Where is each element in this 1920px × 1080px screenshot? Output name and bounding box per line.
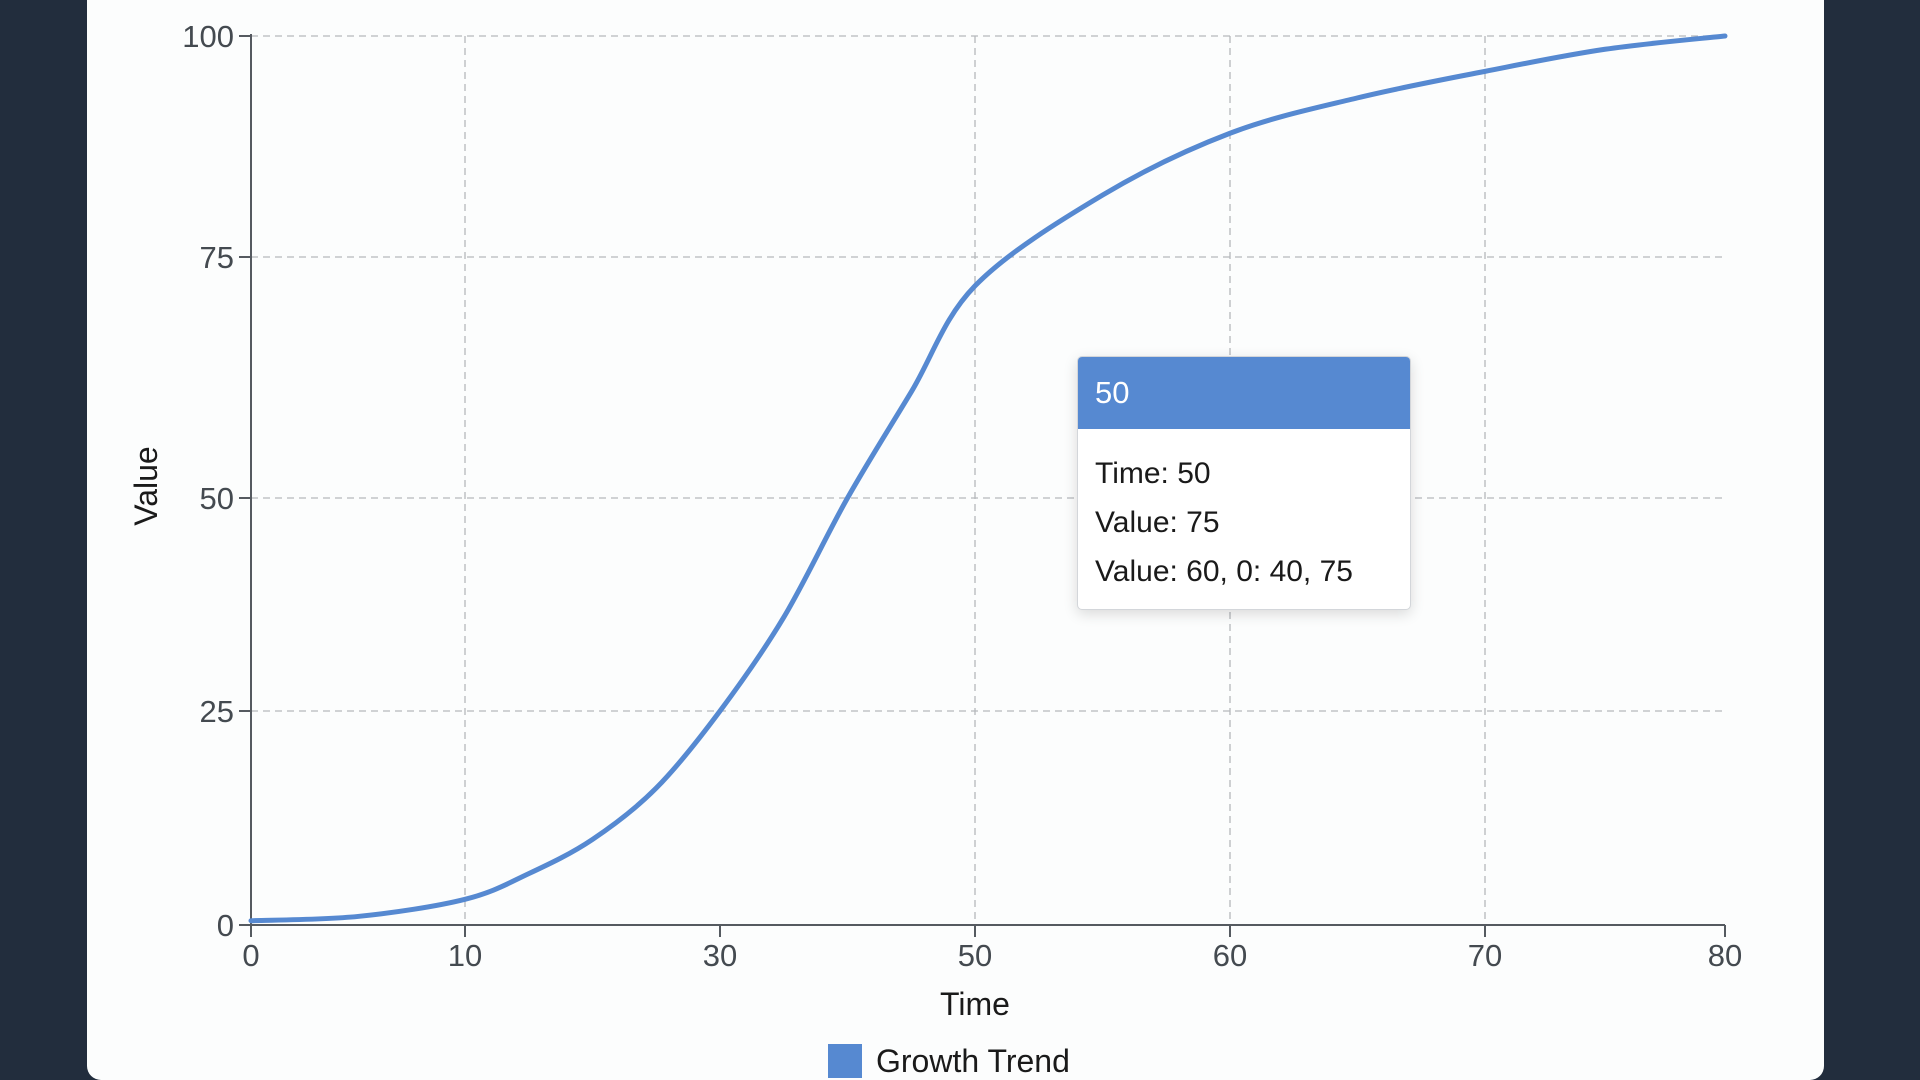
data-tooltip: 50 Time: 50 Value: 75 Value: 60, 0: 40, …	[1077, 356, 1411, 610]
x-tick-label: 50	[958, 938, 992, 973]
y-tick-label: 75	[200, 240, 234, 275]
x-tick-label: 30	[703, 938, 737, 973]
legend-swatch	[828, 1044, 862, 1078]
tooltip-row-extra: Value: 60, 0: 40, 75	[1095, 555, 1353, 588]
y-tick-label: 100	[182, 19, 234, 54]
chart-card	[87, 0, 1824, 1080]
x-tick-label: 10	[448, 938, 482, 973]
x-tick-label: 60	[1213, 938, 1247, 973]
tooltip-row-time: Time: 50	[1095, 457, 1211, 490]
y-tick-label: 0	[217, 908, 234, 943]
x-axis-title: Time	[940, 986, 1010, 1022]
y-axis-title: Value	[128, 446, 164, 525]
series-line-growth-trend	[248, 33, 1728, 924]
legend[interactable]: Growth Trend	[828, 1042, 1070, 1079]
x-tick-label: 80	[1708, 938, 1742, 973]
legend-label: Growth Trend	[876, 1042, 1070, 1079]
tooltip-row-value: Value: 75	[1095, 506, 1220, 539]
x-tick-label: 70	[1468, 938, 1502, 973]
x-tick-label: 0	[242, 938, 259, 973]
y-tick-label: 50	[200, 481, 234, 516]
tooltip-header: 50	[1078, 357, 1410, 429]
y-tick-label: 25	[200, 694, 234, 729]
tooltip-body: Time: 50 Value: 75 Value: 60, 0: 40, 75	[1078, 429, 1410, 596]
